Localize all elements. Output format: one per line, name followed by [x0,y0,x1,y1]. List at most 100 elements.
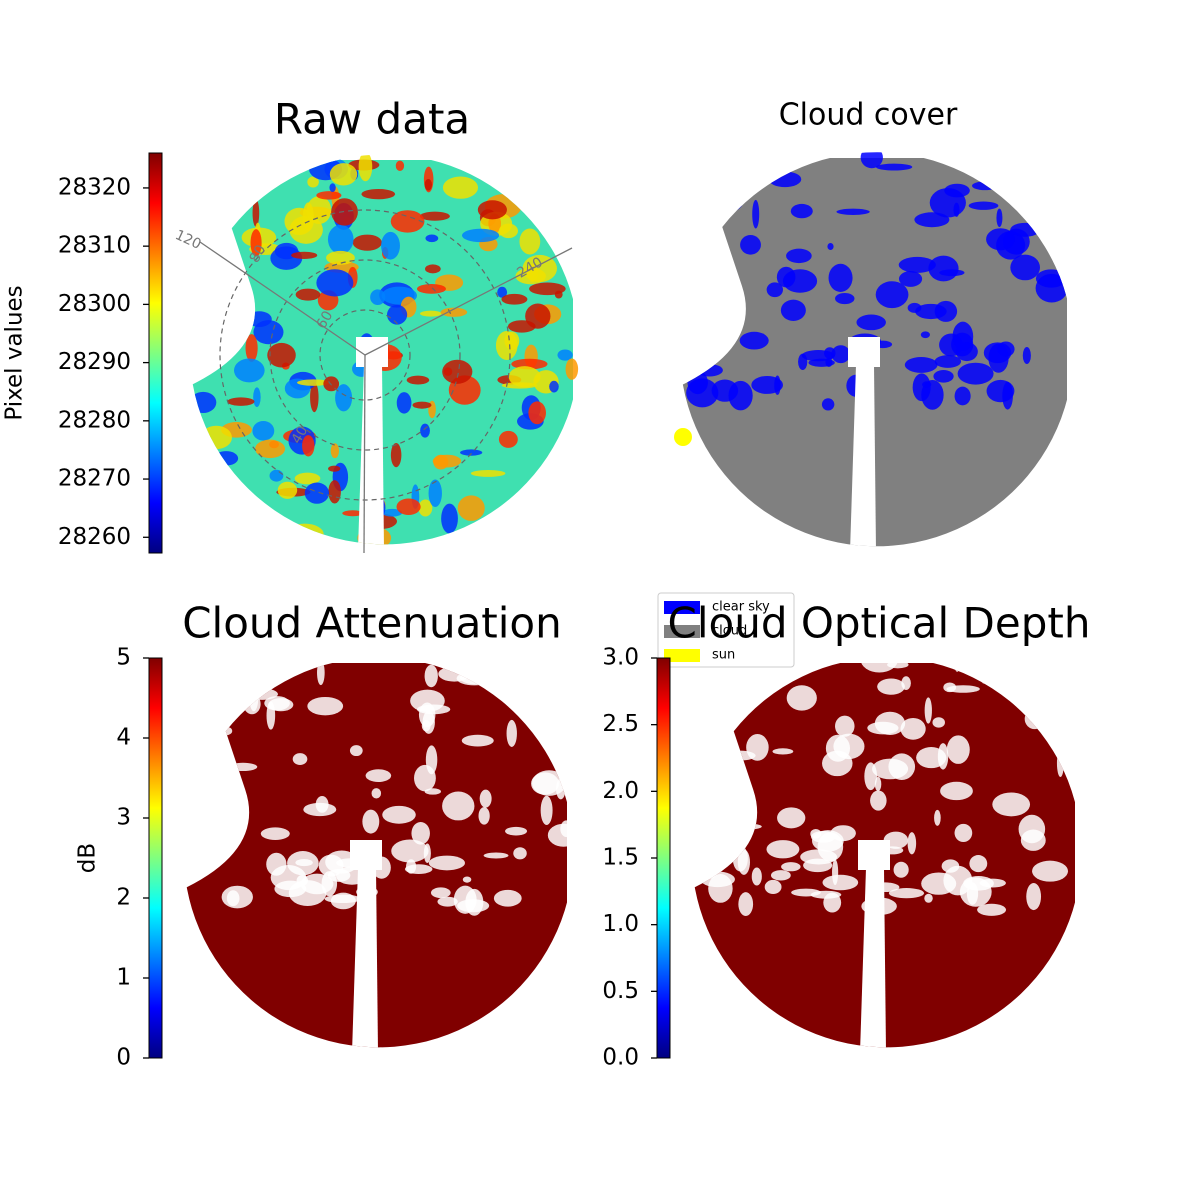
image-blob [941,859,960,873]
colorbar-tick-label: 28290 [58,349,131,375]
image-blob [422,710,435,734]
colorbar-tick-label: 0.0 [602,1045,639,1071]
image-blob [696,364,723,377]
image-blob [1010,254,1041,281]
image-blob [252,199,260,227]
image-blob [694,771,711,789]
colorbar-tick-label: 1.0 [602,911,639,937]
image-blob [198,342,235,358]
image-blob [335,384,353,412]
image-blob [316,269,354,297]
image-blob [924,893,933,903]
image-blob [294,472,321,485]
image-blob [954,386,971,406]
image-blob [213,719,221,744]
image-blob [718,292,744,314]
image-blob [317,660,325,686]
image-blob [888,888,925,899]
image-blob [921,872,957,895]
image-blob [766,840,800,859]
colorbar-tick-label: 3 [116,805,131,831]
colorbar-tick-label: 4 [116,725,131,751]
image-blob [951,332,974,357]
mask-arm [352,868,378,1048]
image-blob [715,814,737,825]
image-blob [694,282,728,297]
image-blob [953,657,961,672]
image-blob [419,211,450,221]
image-blob [297,379,330,386]
image-blob [387,304,408,325]
image-blob [233,358,265,383]
image-blob [508,366,541,388]
image-blob [181,371,189,387]
image-blob [874,776,882,792]
image-blob [724,266,732,277]
image-blob [782,269,818,293]
image-blob [689,246,724,269]
image-blob [934,355,962,368]
image-blob [396,392,412,414]
colorbar-tick-label: 28260 [58,524,131,550]
legend-label: cloud [712,624,747,639]
image-blob [877,678,905,695]
colorbar-tick-label: 1.5 [602,845,639,871]
image-blob [565,358,579,380]
image-blob [442,359,473,384]
image-blob [549,380,559,393]
image-blob [874,711,906,736]
image-blob [442,176,479,199]
image-blob [477,200,507,220]
image-blob [497,286,508,298]
image-blob [250,229,262,257]
image-blob [898,256,936,273]
mask-square [848,337,880,367]
image-blob [912,373,931,402]
image-blob [532,770,567,796]
image-blob [822,874,859,891]
image-blob [228,762,258,772]
image-blob [424,178,432,191]
image-blob [515,267,546,285]
image-blob [331,198,358,226]
image-blob [875,281,909,309]
image-blob [519,228,541,255]
image-blob [395,160,405,172]
image-blob [253,387,261,408]
image-blob [267,342,296,368]
image-blob [365,769,392,782]
image-blob [406,375,430,385]
image-blob [540,795,553,825]
image-blob [225,804,241,812]
image-blob [525,303,551,329]
panel-title: Cloud Optical Depth [668,599,1091,648]
image-blob [470,469,506,477]
image-blob [329,183,336,193]
image-blob [299,657,316,662]
image-blob [966,882,979,905]
colorbar-tick-label: 28310 [58,233,131,259]
image-blob [835,293,855,305]
image-blob [307,696,344,716]
polar-ring [319,309,411,401]
image-blob [1056,749,1064,778]
image-blob [291,251,318,259]
image-blob [390,210,425,233]
image-blob [289,215,323,244]
image-blob [440,307,468,317]
image-blob [361,188,396,200]
image-blob [342,510,364,517]
polar-label: 60 [314,308,337,331]
image-blob [770,870,791,881]
image-blob [199,335,218,360]
image-blob [560,820,573,838]
image-blob [751,867,762,886]
image-blob [204,258,221,266]
image-blob [900,717,926,740]
colorbar [148,152,163,554]
colorbar-tick-label: 0.5 [602,978,639,1004]
image-blob [1020,829,1046,851]
image-blob [430,887,451,899]
image-blob [186,850,192,868]
colorbar-label: dB [75,843,101,873]
